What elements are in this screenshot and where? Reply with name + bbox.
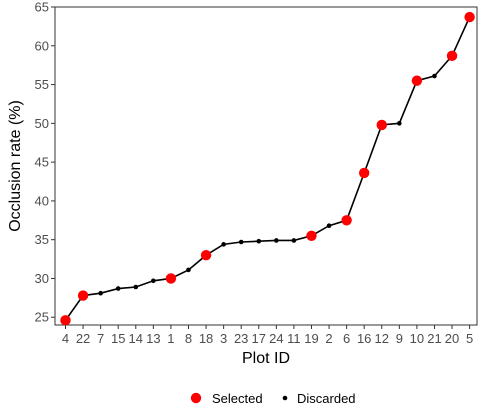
x-tick-label: 11 xyxy=(287,331,301,346)
x-tick-label: 20 xyxy=(445,331,459,346)
data-point-7-discarded xyxy=(98,290,103,296)
y-axis: 25 30 35 40 45 50 55 60 65 xyxy=(35,0,55,325)
x-tick-label: 6 xyxy=(343,331,350,346)
data-point-6-selected xyxy=(341,215,352,226)
y-tick-label: 40 xyxy=(35,193,49,208)
x-tick-label: 9 xyxy=(396,331,403,346)
x-tick-label: 14 xyxy=(129,331,143,346)
x-tick-label: 5 xyxy=(466,331,473,346)
y-axis-title: Occlusion rate (%) xyxy=(7,100,24,232)
data-point-24-discarded xyxy=(274,238,279,243)
plot-panel-border xyxy=(54,6,478,326)
x-tick-label: 7 xyxy=(97,331,104,346)
legend-label-discarded: Discarded xyxy=(297,391,356,406)
data-point-20-selected xyxy=(446,50,458,62)
data-point-4-selected xyxy=(60,315,71,326)
data-point-16-selected xyxy=(358,167,370,179)
data-point-13-discarded xyxy=(151,278,156,284)
data-point-5-selected xyxy=(464,11,475,23)
legend-label-selected: Selected xyxy=(212,391,263,406)
data-point-22-selected xyxy=(77,290,89,301)
data-point-14-discarded xyxy=(133,284,139,290)
x-tick-label: 17 xyxy=(252,331,266,346)
data-point-3-discarded xyxy=(221,242,226,247)
x-tick-label: 3 xyxy=(220,331,227,346)
data-point-10-selected xyxy=(411,75,423,86)
x-tick-label: 18 xyxy=(199,331,213,346)
x-tick-label: 1 xyxy=(167,331,174,346)
x-tick-label: 15 xyxy=(111,331,125,346)
data-point-15-discarded xyxy=(115,286,121,291)
connector-line-group xyxy=(64,16,471,321)
x-axis: 4 22 7 15 14 13 1 8 18 3 23 17 24 11 19 2 6 16 12 9 10 21 20 5 xyxy=(62,325,473,346)
y-tick-label: 60 xyxy=(35,38,49,53)
x-tick-label: 16 xyxy=(357,331,371,346)
legend: Selected Discarded xyxy=(190,391,356,406)
data-point-23-discarded xyxy=(238,239,244,245)
data-point-8-discarded xyxy=(186,267,191,273)
x-tick-label: 22 xyxy=(76,331,90,346)
data-point-11-discarded xyxy=(291,238,297,243)
y-tick-label: 55 xyxy=(35,77,49,92)
x-tick-label: 10 xyxy=(410,331,424,346)
data-point-2-discarded xyxy=(326,223,332,229)
x-tick-label: 19 xyxy=(304,331,318,346)
data-point-19-selected xyxy=(306,230,317,241)
y-tick-label: 30 xyxy=(35,271,49,286)
data-points-group xyxy=(60,11,475,326)
data-point-18-selected xyxy=(200,250,212,261)
connector-line xyxy=(64,16,471,321)
plot-area xyxy=(54,6,478,326)
x-axis-title: Plot ID xyxy=(242,350,290,367)
x-tick-label: 12 xyxy=(375,331,389,346)
data-point-12-selected xyxy=(376,119,387,131)
x-tick-label: 2 xyxy=(325,331,332,346)
data-point-17-discarded xyxy=(256,238,262,244)
legend-key-discarded xyxy=(282,395,288,401)
x-tick-label: 24 xyxy=(269,331,283,346)
y-tick-label: 25 xyxy=(35,310,49,325)
y-tick-label: 50 xyxy=(35,116,49,131)
data-point-9-discarded xyxy=(397,121,402,126)
x-tick-label: 8 xyxy=(185,331,192,346)
x-tick-label: 4 xyxy=(62,331,69,346)
y-tick-label: 35 xyxy=(35,232,49,247)
data-point-21-discarded xyxy=(432,73,437,79)
data-point-1-selected xyxy=(165,273,177,284)
x-tick-label: 21 xyxy=(427,331,441,346)
x-tick-label: 13 xyxy=(146,331,160,346)
y-tick-label: 45 xyxy=(35,155,49,170)
y-tick-label: 65 xyxy=(35,0,49,15)
legend-key-selected xyxy=(190,392,202,404)
x-tick-label: 23 xyxy=(234,331,248,346)
